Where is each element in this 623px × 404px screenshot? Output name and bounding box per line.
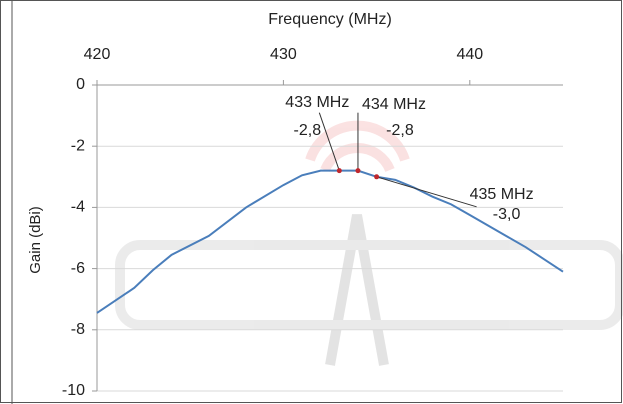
x-axis-title: Frequency (MHz) xyxy=(268,11,392,28)
y-tick-label: -2 xyxy=(71,137,85,154)
annotation-label: 434 MHz xyxy=(362,96,426,113)
annotation-label: 433 MHz xyxy=(285,94,349,111)
x-tick-label: 430 xyxy=(270,46,297,63)
y-tick-label: -10 xyxy=(62,382,85,399)
watermark xyxy=(115,120,623,366)
annotation-label: 435 MHz xyxy=(470,186,534,203)
annotation-value: -2,8 xyxy=(294,122,322,139)
x-tick-label: 440 xyxy=(456,46,483,63)
data-line xyxy=(96,169,564,314)
annotation-leader xyxy=(318,112,340,171)
annotation-value: -3,0 xyxy=(493,206,521,223)
y-tick-label: -4 xyxy=(71,199,85,216)
annotation-marker xyxy=(374,174,380,180)
y-tick-label: -8 xyxy=(71,321,85,338)
y-tick-label: -6 xyxy=(71,260,85,277)
annotation-leader xyxy=(376,176,477,208)
y-tick-label: 0 xyxy=(76,76,85,93)
annotation-marker xyxy=(355,168,361,174)
annotation-marker xyxy=(336,168,342,174)
annotation-value: -2,8 xyxy=(386,122,414,139)
y-axis-title: Gain (dBi) xyxy=(27,206,44,274)
x-tick-label: 420 xyxy=(84,46,111,63)
